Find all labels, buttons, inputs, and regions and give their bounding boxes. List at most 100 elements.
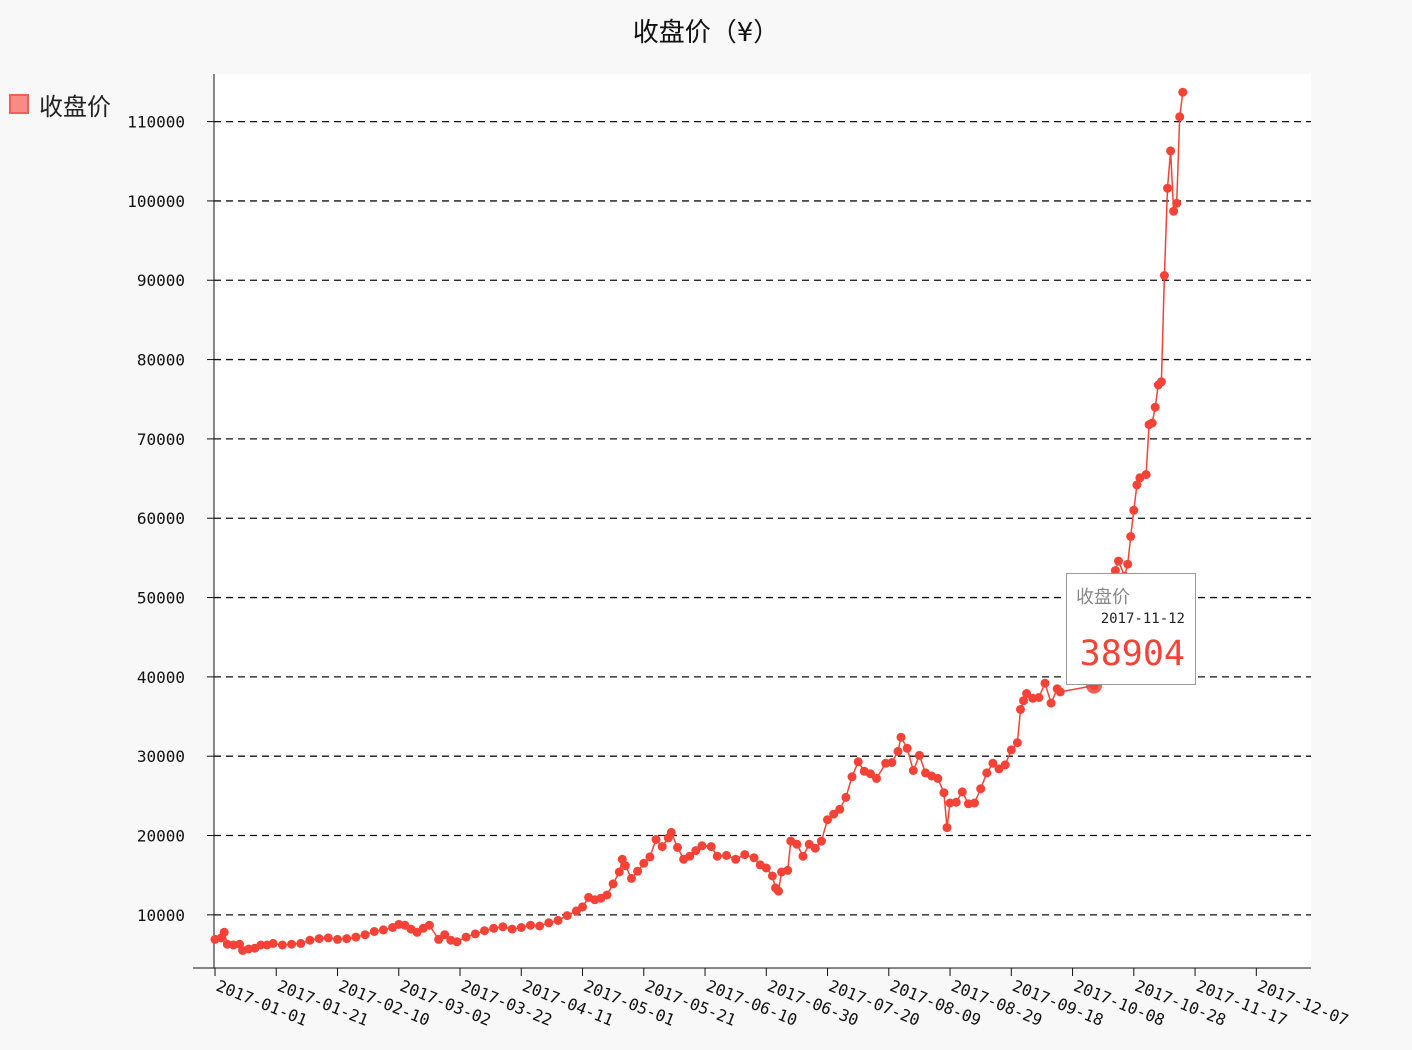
data-point bbox=[1172, 198, 1182, 208]
data-point bbox=[853, 757, 863, 767]
data-point bbox=[1006, 745, 1016, 755]
data-point bbox=[685, 851, 695, 861]
data-point bbox=[792, 839, 802, 849]
data-point bbox=[933, 773, 943, 783]
data-point bbox=[1129, 505, 1139, 515]
data-point bbox=[673, 842, 682, 852]
data-point bbox=[976, 784, 986, 794]
data-point bbox=[1163, 183, 1172, 193]
data-point bbox=[480, 926, 489, 936]
data-point bbox=[1123, 559, 1133, 569]
data-point bbox=[829, 809, 839, 819]
data-point bbox=[691, 846, 701, 856]
y-tick-label: 50000 bbox=[137, 589, 185, 608]
y-tick-label: 60000 bbox=[137, 509, 185, 528]
data-point bbox=[1126, 532, 1136, 541]
data-point bbox=[982, 768, 992, 778]
data-point bbox=[1016, 704, 1025, 714]
data-point bbox=[620, 861, 630, 871]
data-point bbox=[645, 852, 655, 862]
data-point bbox=[1000, 760, 1010, 770]
data-point bbox=[1169, 206, 1179, 216]
legend-swatch bbox=[9, 94, 29, 114]
y-tick-label: 80000 bbox=[137, 351, 185, 370]
series-close-price bbox=[210, 87, 1188, 955]
tooltip-x-value: 2017-11-12 bbox=[1100, 611, 1185, 627]
data-point bbox=[614, 867, 624, 877]
data-point bbox=[305, 935, 315, 945]
tooltip-y-value: 38904 bbox=[1079, 634, 1185, 674]
data-point bbox=[887, 758, 897, 767]
data-point bbox=[489, 923, 499, 933]
data-point bbox=[988, 758, 998, 768]
data-point bbox=[697, 841, 707, 851]
data-point bbox=[847, 772, 857, 782]
data-point bbox=[761, 863, 771, 873]
data-point bbox=[951, 797, 961, 807]
tooltip: 收盘价 2017-11-12 38904 bbox=[1066, 573, 1196, 685]
data-point bbox=[470, 929, 480, 939]
data-point bbox=[544, 918, 554, 928]
data-point bbox=[798, 851, 808, 861]
data-point bbox=[535, 921, 545, 931]
data-point bbox=[1156, 377, 1166, 387]
data-point bbox=[783, 865, 793, 875]
data-point bbox=[277, 940, 287, 950]
data-point bbox=[1040, 678, 1050, 688]
data-point bbox=[767, 871, 777, 881]
data-point bbox=[902, 743, 912, 753]
data-point bbox=[1114, 556, 1123, 566]
data-point bbox=[816, 836, 826, 846]
data-point bbox=[296, 938, 306, 948]
data-point bbox=[553, 915, 563, 925]
data-point bbox=[1019, 696, 1028, 706]
data-point bbox=[908, 766, 918, 775]
data-point bbox=[639, 858, 649, 868]
y-tick-label: 40000 bbox=[137, 668, 185, 687]
data-point bbox=[914, 750, 924, 760]
data-point bbox=[1046, 698, 1056, 708]
data-point bbox=[740, 850, 750, 860]
data-point bbox=[256, 940, 266, 950]
data-point bbox=[360, 930, 370, 940]
data-point bbox=[287, 939, 297, 949]
data-point bbox=[516, 923, 526, 932]
data-point bbox=[841, 792, 851, 802]
data-point bbox=[706, 842, 716, 852]
data-point bbox=[865, 769, 875, 779]
data-point bbox=[896, 732, 906, 742]
data-point bbox=[434, 934, 444, 944]
data-point bbox=[602, 890, 612, 900]
data-point bbox=[507, 924, 517, 934]
data-point bbox=[268, 938, 278, 948]
chart-title: 收盘价（¥） bbox=[632, 18, 780, 48]
data-point bbox=[1055, 687, 1065, 697]
data-point bbox=[498, 922, 508, 932]
data-point bbox=[378, 925, 388, 935]
data-point bbox=[351, 932, 361, 942]
y-tick-label: 70000 bbox=[137, 430, 185, 449]
data-point bbox=[957, 787, 967, 797]
data-point bbox=[440, 930, 450, 940]
data-point bbox=[627, 873, 636, 883]
data-point bbox=[810, 843, 820, 853]
data-point bbox=[651, 835, 661, 844]
data-point bbox=[452, 937, 462, 947]
data-point bbox=[323, 933, 333, 943]
data-point bbox=[219, 927, 229, 937]
data-point bbox=[526, 920, 535, 930]
data-point bbox=[1166, 146, 1176, 156]
data-point bbox=[970, 798, 979, 808]
y-tick-label: 110000 bbox=[127, 113, 185, 132]
data-point bbox=[333, 934, 342, 944]
data-point bbox=[1159, 271, 1169, 280]
y-tick-label: 90000 bbox=[137, 271, 185, 290]
y-tick-label: 30000 bbox=[137, 747, 185, 766]
data-point bbox=[1012, 738, 1022, 748]
legend[interactable]: 收盘价 bbox=[9, 90, 111, 121]
plot-background bbox=[214, 74, 1311, 968]
data-point bbox=[1110, 566, 1120, 576]
data-point bbox=[749, 853, 759, 863]
data-point bbox=[1178, 87, 1188, 97]
